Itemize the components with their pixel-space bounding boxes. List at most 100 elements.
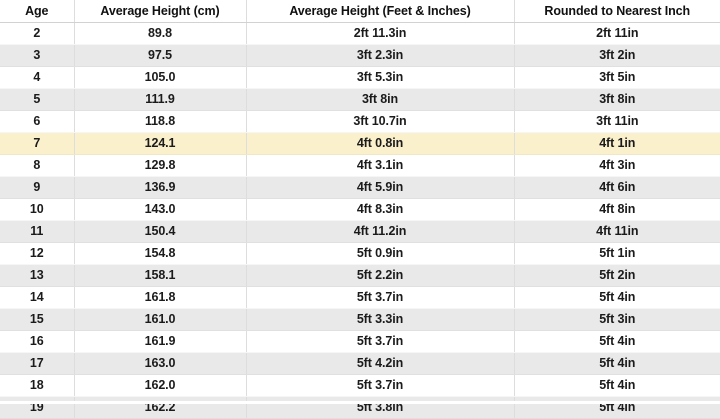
table-row[interactable]: 6 118.8 3ft 10.7in 3ft 11in [0, 110, 720, 133]
cell-average-height-cm: 118.8 [73, 110, 246, 133]
cell-rounded-inch: 5ft 4in [513, 286, 720, 309]
cell-age: 19 [0, 396, 74, 419]
cell-rounded-inch: 3ft 8in [513, 88, 720, 111]
cell-rounded-inch: 5ft 4in [513, 330, 720, 353]
cell-average-height-ft-in: 3ft 2.3in [245, 44, 514, 67]
cell-rounded-inch: 3ft 2in [513, 44, 720, 67]
cell-age: 9 [0, 176, 74, 199]
table-row[interactable]: 19 162.2 5ft 3.8in 5ft 4in [0, 396, 720, 419]
cell-rounded-inch: 4ft 1in [513, 132, 720, 155]
cell-age: 7 [0, 132, 74, 155]
cell-rounded-inch: 4ft 11in [513, 220, 720, 243]
cell-average-height-ft-in: 5ft 3.3in [245, 308, 514, 331]
table-row[interactable]: 17 163.0 5ft 4.2in 5ft 4in [0, 352, 720, 375]
cell-age: 14 [0, 286, 74, 309]
table-row[interactable]: 5 111.9 3ft 8in 3ft 8in [0, 88, 720, 111]
cell-average-height-cm: 111.9 [73, 88, 246, 111]
cell-average-height-cm: 158.1 [73, 264, 246, 287]
cell-average-height-ft-in: 5ft 3.7in [245, 374, 514, 397]
cell-average-height-cm: 150.4 [73, 220, 246, 243]
cell-age: 2 [0, 22, 74, 45]
cell-average-height-ft-in: 4ft 8.3in [245, 198, 514, 221]
cell-average-height-cm: 162.0 [73, 374, 246, 397]
cell-average-height-cm: 154.8 [73, 242, 246, 265]
cell-rounded-inch: 5ft 2in [513, 264, 720, 287]
cell-rounded-inch: 3ft 11in [513, 110, 720, 133]
column-header-average-height-feet-inches[interactable]: Average Height (Feet & Inches) [245, 0, 514, 23]
table-header-row: Age Average Height (cm) Average Height (… [0, 0, 720, 23]
cell-age: 11 [0, 220, 74, 243]
table-row[interactable]: 9 136.9 4ft 5.9in 4ft 6in [0, 176, 720, 199]
cell-rounded-inch: 5ft 3in [513, 308, 720, 331]
table-row[interactable]: 8 129.8 4ft 3.1in 4ft 3in [0, 154, 720, 177]
cell-rounded-inch: 5ft 4in [513, 396, 720, 419]
cell-age: 15 [0, 308, 74, 331]
cell-average-height-ft-in: 5ft 2.2in [245, 264, 514, 287]
cell-average-height-cm: 143.0 [73, 198, 246, 221]
cell-age: 5 [0, 88, 74, 111]
cell-age: 10 [0, 198, 74, 221]
cell-average-height-cm: 161.0 [73, 308, 246, 331]
table-row[interactable]: 4 105.0 3ft 5.3in 3ft 5in [0, 66, 720, 89]
cell-rounded-inch: 5ft 4in [513, 374, 720, 397]
cell-age: 3 [0, 44, 74, 67]
table-row[interactable]: 15 161.0 5ft 3.3in 5ft 3in [0, 308, 720, 331]
cell-average-height-ft-in: 4ft 5.9in [245, 176, 514, 199]
table-row[interactable]: 3 97.5 3ft 2.3in 3ft 2in [0, 44, 720, 67]
cell-average-height-cm: 136.9 [73, 176, 246, 199]
cell-average-height-cm: 89.8 [73, 22, 246, 45]
cell-average-height-ft-in: 3ft 5.3in [245, 66, 514, 89]
table-row[interactable]: 7 124.1 4ft 0.8in 4ft 1in [0, 132, 720, 155]
cell-rounded-inch: 4ft 6in [513, 176, 720, 199]
table-bottom-filler [0, 401, 720, 404]
cell-rounded-inch: 2ft 11in [513, 22, 720, 45]
cell-age: 4 [0, 66, 74, 89]
cell-average-height-ft-in: 3ft 8in [245, 88, 514, 111]
cell-age: 8 [0, 154, 74, 177]
cell-average-height-cm: 124.1 [73, 132, 246, 155]
cell-age: 16 [0, 330, 74, 353]
cell-average-height-ft-in: 4ft 3.1in [245, 154, 514, 177]
table-row[interactable]: 18 162.0 5ft 3.7in 5ft 4in [0, 374, 720, 397]
cell-average-height-cm: 161.8 [73, 286, 246, 309]
cell-age: 18 [0, 374, 74, 397]
cell-average-height-ft-in: 5ft 0.9in [245, 242, 514, 265]
cell-average-height-cm: 129.8 [73, 154, 246, 177]
table-body: 2 89.8 2ft 11.3in 2ft 11in 3 97.5 3ft 2.3in 3ft… [0, 22, 720, 419]
cell-rounded-inch: 4ft 3in [513, 154, 720, 177]
table-row[interactable]: 12 154.8 5ft 0.9in 5ft 1in [0, 242, 720, 265]
cell-average-height-ft-in: 4ft 11.2in [245, 220, 514, 243]
cell-average-height-cm: 161.9 [73, 330, 246, 353]
cell-rounded-inch: 5ft 1in [513, 242, 720, 265]
cell-age: 12 [0, 242, 74, 265]
cell-age: 6 [0, 110, 74, 133]
cell-average-height-cm: 162.2 [73, 396, 246, 419]
column-header-rounded-to-nearest-inch[interactable]: Rounded to Nearest Inch [513, 0, 720, 23]
cell-average-height-ft-in: 5ft 3.7in [245, 330, 514, 353]
table-row[interactable]: 14 161.8 5ft 3.7in 5ft 4in [0, 286, 720, 309]
cell-average-height-cm: 97.5 [73, 44, 246, 67]
cell-average-height-cm: 163.0 [73, 352, 246, 375]
column-header-age[interactable]: Age [0, 0, 74, 23]
cell-average-height-ft-in: 3ft 10.7in [245, 110, 514, 133]
table-row[interactable]: 16 161.9 5ft 3.7in 5ft 4in [0, 330, 720, 353]
cell-average-height-ft-in: 2ft 11.3in [245, 22, 514, 45]
cell-age: 13 [0, 264, 74, 287]
table-header: Age Average Height (cm) Average Height (… [0, 0, 720, 23]
cell-rounded-inch: 3ft 5in [513, 66, 720, 89]
cell-rounded-inch: 4ft 8in [513, 198, 720, 221]
cell-average-height-ft-in: 5ft 3.8in [245, 396, 514, 419]
cell-average-height-cm: 105.0 [73, 66, 246, 89]
column-header-average-height-cm[interactable]: Average Height (cm) [73, 0, 246, 23]
cell-rounded-inch: 5ft 4in [513, 352, 720, 375]
cell-average-height-ft-in: 4ft 0.8in [245, 132, 514, 155]
table-row[interactable]: 10 143.0 4ft 8.3in 4ft 8in [0, 198, 720, 221]
cell-average-height-ft-in: 5ft 3.7in [245, 286, 514, 309]
cell-age: 17 [0, 352, 74, 375]
table-row[interactable]: 11 150.4 4ft 11.2in 4ft 11in [0, 220, 720, 243]
table-row[interactable]: 2 89.8 2ft 11.3in 2ft 11in [0, 22, 720, 45]
cell-average-height-ft-in: 5ft 4.2in [245, 352, 514, 375]
table-row[interactable]: 13 158.1 5ft 2.2in 5ft 2in [0, 264, 720, 287]
